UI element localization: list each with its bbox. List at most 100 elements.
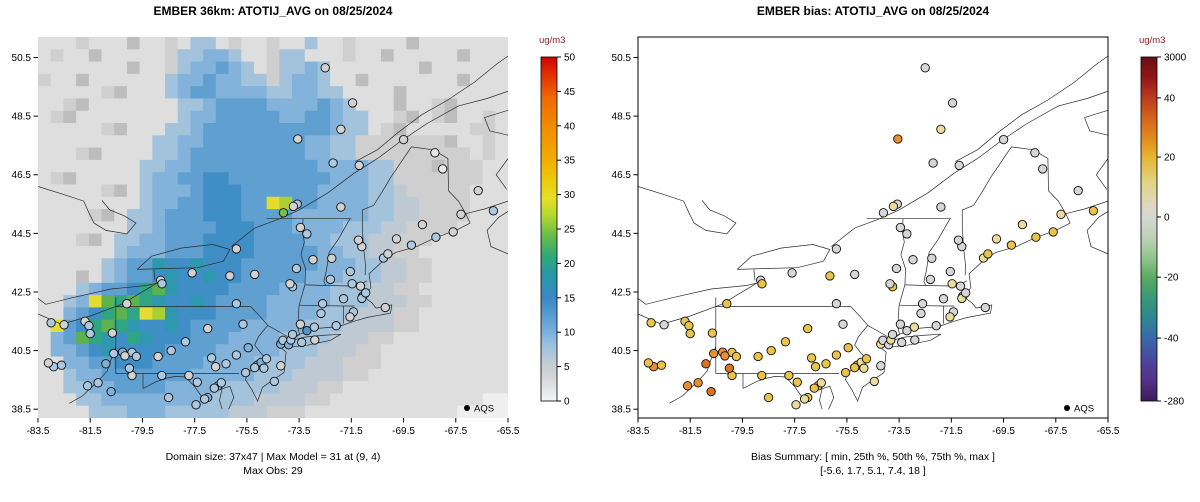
colorbar-tick-label: 30 — [564, 190, 576, 201]
site-marker — [757, 279, 767, 289]
site-marker — [331, 321, 341, 331]
site-marker — [327, 253, 337, 263]
site-marker — [693, 378, 703, 388]
site-marker — [93, 378, 103, 388]
x-tick-label: -79.5 — [731, 426, 754, 437]
site-marker — [347, 98, 358, 108]
y-tick-label: 42.5 — [12, 287, 32, 298]
site-marker — [1006, 240, 1017, 250]
x-tick-label: -81.5 — [679, 426, 702, 437]
site-marker — [354, 160, 364, 171]
site-marker — [643, 358, 654, 368]
site-markers-layer — [643, 63, 1099, 410]
site-marker — [192, 377, 202, 387]
y-tick-label: 50.5 — [12, 53, 32, 64]
site-marker — [250, 362, 260, 373]
site-marker — [310, 335, 320, 345]
site-marker — [803, 323, 813, 334]
site-marker — [1038, 164, 1048, 174]
site-marker — [184, 370, 194, 381]
boundary-path — [295, 305, 300, 338]
boundary-path — [142, 376, 207, 404]
site-marker — [1048, 227, 1058, 237]
site-marker — [831, 244, 842, 254]
site-marker — [203, 323, 213, 334]
y-tick-label: 44.5 — [12, 229, 32, 240]
boundary-path — [819, 385, 835, 410]
colorbar-tick-label: 50 — [564, 53, 576, 64]
site-marker — [780, 337, 791, 347]
site-marker — [431, 232, 441, 242]
site-marker — [927, 253, 937, 263]
y-tick-label: 48.5 — [612, 112, 632, 123]
site-marker — [353, 235, 364, 245]
site-marker — [240, 367, 251, 378]
boundary-path — [486, 211, 508, 255]
site-marker — [231, 299, 242, 309]
site-marker — [316, 308, 326, 319]
site-marker — [438, 164, 448, 174]
site-marker — [861, 354, 872, 364]
site-marker — [293, 134, 303, 144]
boundary-path — [955, 55, 1108, 162]
boundary-path — [219, 385, 235, 410]
site-marker — [456, 209, 466, 219]
site-marker — [120, 351, 130, 361]
y-tick-label: 38.5 — [612, 405, 632, 416]
x-tick-label: -77.5 — [183, 426, 206, 437]
x-tick-label: -75.5 — [835, 426, 858, 437]
y-tick-label: 46.5 — [612, 170, 632, 181]
site-marker — [101, 359, 111, 369]
site-marker — [278, 208, 289, 218]
site-marker — [109, 348, 119, 359]
site-marker — [276, 361, 286, 371]
site-marker — [885, 279, 895, 289]
legend-label: AQS — [474, 404, 494, 415]
site-marker — [925, 274, 936, 285]
site-marker — [816, 378, 826, 388]
site-marker — [210, 362, 221, 372]
site-marker — [763, 392, 774, 403]
site-marker — [191, 400, 201, 410]
raster-layer — [38, 37, 508, 418]
map-area — [38, 37, 508, 418]
site-marker — [831, 350, 842, 360]
colorbar-tick-label: 35 — [564, 156, 576, 167]
x-tick-label: -67.5 — [1044, 426, 1067, 437]
site-marker — [325, 274, 336, 285]
x-tick-label: -79.5 — [131, 426, 154, 437]
site-marker — [961, 288, 971, 298]
site-marker — [859, 363, 869, 373]
site-marker — [920, 63, 930, 73]
site-marker — [791, 400, 801, 410]
site-marker — [709, 348, 719, 359]
model-concentration-map-panel: -83.5 -81.5 -79.5 -77.5 -75.5 -73.5 -71.5 -69.5… — [12, 35, 576, 437]
colorbar-tick-label: 20 — [1164, 153, 1176, 164]
colorbar-tick-label: -280 — [1164, 397, 1184, 408]
boundaries-layer — [638, 55, 1108, 410]
site-marker — [317, 299, 328, 309]
boundary-path — [230, 90, 508, 247]
site-marker — [850, 269, 860, 280]
boundary-path — [898, 284, 906, 306]
colorbar-tick-label: 40 — [1164, 93, 1176, 104]
site-marker — [391, 234, 402, 244]
site-marker — [1030, 148, 1040, 158]
site-marker — [473, 185, 483, 196]
boundary-path — [867, 325, 888, 337]
boundary-path — [638, 282, 757, 325]
boundary-path — [923, 218, 951, 286]
axes: -83.5 -81.5 -79.5 -77.5 -75.5 -73.5 -71.5 -69.5… — [612, 53, 1120, 437]
boundary-path — [962, 146, 1067, 214]
site-marker — [787, 268, 797, 278]
site-marker — [1017, 219, 1028, 230]
site-marker — [43, 358, 54, 368]
site-marker — [180, 337, 191, 347]
site-marker — [792, 377, 802, 387]
site-marker — [157, 279, 167, 289]
site-marker — [931, 321, 941, 331]
y-tick-label: 40.5 — [12, 346, 32, 357]
site-marker — [936, 202, 946, 212]
site-marker — [724, 363, 735, 373]
